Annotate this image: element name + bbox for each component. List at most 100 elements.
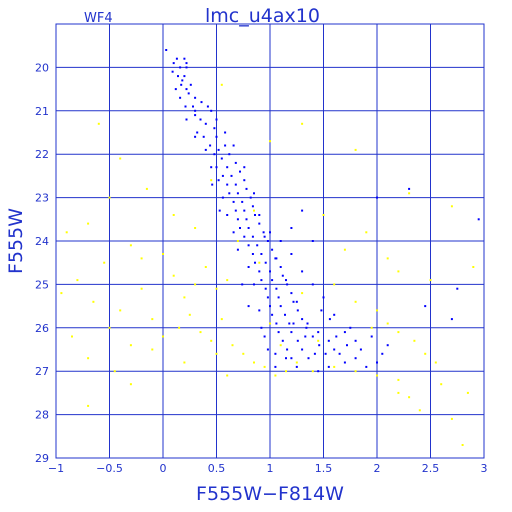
data-point [376, 374, 378, 377]
data-point [183, 57, 186, 60]
data-point [408, 396, 411, 399]
data-point [209, 144, 212, 147]
data-point [245, 187, 248, 190]
data-point [418, 409, 421, 412]
data-point [327, 365, 330, 368]
data-point [266, 348, 269, 351]
data-point [236, 218, 239, 221]
data-point [129, 383, 132, 386]
data-point [218, 209, 221, 212]
data-point [162, 253, 164, 255]
data-point [286, 283, 289, 286]
data-point [183, 296, 186, 299]
data-point [264, 287, 267, 290]
data-point [245, 218, 248, 221]
data-point [236, 192, 239, 195]
data-point [194, 135, 197, 138]
data-point [263, 365, 266, 368]
data-point [274, 352, 277, 355]
data-point [181, 79, 184, 82]
data-point [213, 127, 216, 130]
data-point [284, 313, 286, 316]
data-point [179, 96, 182, 99]
data-point [413, 339, 416, 342]
data-point [397, 391, 400, 394]
data-point [376, 196, 378, 199]
data-point [296, 309, 299, 312]
data-point [172, 274, 175, 277]
data-point [231, 344, 234, 347]
data-point [263, 235, 266, 238]
data-point [317, 331, 320, 334]
data-point [408, 187, 411, 190]
y-tick-labels: 20 21 22 23 24 25 26 27 28 29 [35, 61, 49, 465]
data-point [97, 122, 100, 125]
data-point [253, 361, 255, 364]
data-point [226, 374, 229, 377]
data-point [317, 370, 320, 373]
data-point [243, 179, 246, 182]
data-point [370, 335, 373, 338]
data-point [217, 148, 220, 151]
data-point [215, 166, 218, 169]
data-point [247, 227, 250, 229]
data-point [258, 214, 261, 216]
data-point [295, 365, 298, 368]
data-point [188, 313, 191, 316]
y-tick-label: 25 [35, 278, 49, 291]
data-point [279, 266, 282, 268]
data-point [322, 296, 325, 299]
data-point [242, 352, 245, 355]
data-point [236, 248, 239, 251]
data-point [301, 270, 304, 273]
x-tick-label: 3 [481, 462, 488, 475]
data-point [172, 62, 175, 65]
data-point [285, 370, 287, 373]
data-point [179, 66, 182, 69]
data-point [232, 231, 235, 234]
data-point [226, 166, 229, 169]
data-point [313, 352, 316, 355]
y-tick-label: 26 [35, 322, 49, 335]
data-point [108, 196, 111, 199]
plot-frame [55, 23, 485, 459]
data-point [140, 257, 143, 260]
data-point [275, 287, 278, 290]
data-point [274, 365, 277, 368]
data-point [440, 383, 443, 386]
data-point [327, 339, 330, 342]
data-point [456, 287, 459, 290]
data-point [466, 391, 469, 394]
data-point [178, 326, 181, 329]
y-tick-label: 27 [35, 365, 49, 378]
data-point [210, 109, 213, 112]
data-point [206, 105, 209, 108]
data-point [247, 305, 250, 308]
data-point [346, 344, 348, 347]
grid-lines [56, 24, 484, 458]
data-point [263, 335, 266, 338]
data-point [397, 378, 400, 381]
data-point [275, 322, 278, 325]
data-point [343, 331, 346, 334]
data-point [288, 322, 291, 325]
data-point [129, 244, 132, 247]
data-point [271, 248, 274, 251]
data-point [210, 166, 213, 169]
data-point [292, 300, 295, 303]
data-point [322, 214, 325, 216]
data-point [171, 70, 174, 73]
data-point [295, 300, 298, 303]
data-point [215, 287, 218, 290]
data-point [194, 114, 197, 117]
data-point [450, 318, 453, 321]
data-point [194, 96, 197, 99]
data-point [258, 309, 261, 312]
data-point [151, 318, 154, 321]
data-point [180, 83, 183, 86]
data-point [301, 348, 304, 351]
data-point [333, 313, 336, 316]
data-point [162, 335, 164, 338]
data-point [228, 153, 231, 156]
